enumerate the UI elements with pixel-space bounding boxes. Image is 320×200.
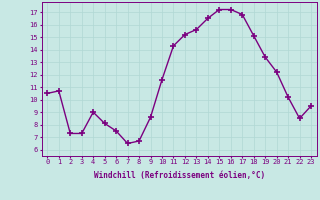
X-axis label: Windchill (Refroidissement éolien,°C): Windchill (Refroidissement éolien,°C) bbox=[94, 171, 265, 180]
